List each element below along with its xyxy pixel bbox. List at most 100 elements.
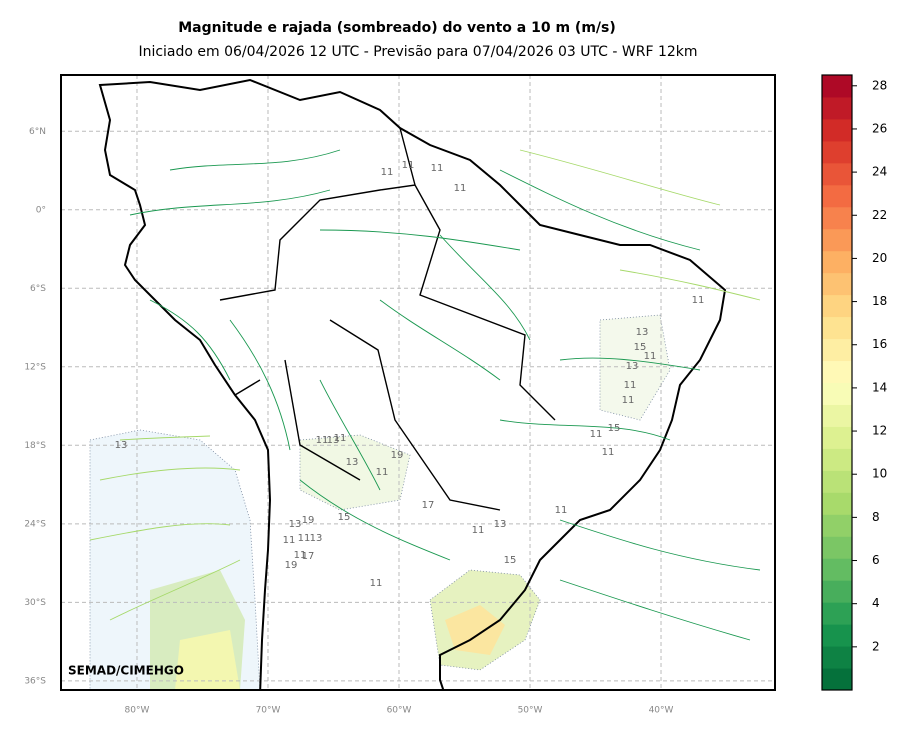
contour-label: 15 [608,423,621,434]
colorbar-tick-label: 18 [872,294,887,308]
contour-label: 11 [370,578,383,589]
contour-label: 13 [310,533,323,544]
colorbar-segment [822,668,852,691]
streamlines [129,149,761,641]
contour-label: 11 [644,351,657,362]
lat-tick-label: 36°S [24,676,46,686]
colorbar-tick-label: 14 [872,380,887,394]
colorbar-tick-label: 4 [872,596,880,610]
colorbar-segment [822,338,852,362]
contour-label: 19 [391,450,404,461]
contour-label: 15 [338,512,351,523]
lon-tick-label: 40°W [649,706,674,716]
lat-tick-label: 30°S [24,598,46,608]
lat-tick-label: 0° [36,205,46,215]
colorbar-segment [822,118,852,142]
wind-shading [599,314,671,421]
contour-label: 11 [334,433,347,444]
colorbar-segment [822,646,852,669]
wind-shading [175,630,240,690]
colorbar-segment [822,272,852,296]
colorbar-segment [822,206,852,230]
map-frame [60,74,776,691]
wind-shading [445,605,505,655]
contour-label: 13 [346,457,359,468]
colorbar-tick-label: 28 [872,78,887,92]
contour-label: 11 [602,447,615,458]
colorbar-tick-label: 12 [872,424,887,438]
contour-label: 11 [555,505,568,516]
contour-label: 13 [494,519,507,530]
contour-label: 11 [294,550,307,561]
contour-label: 15 [634,342,647,353]
contour-label: 11 [376,467,389,478]
colorbar-segment [822,294,852,318]
colorbar-segment [822,140,852,164]
colorbar-segment [822,316,852,340]
colorbar-segment [822,426,852,449]
lat-tick-label: 6°S [30,284,46,294]
colorbar-segment [822,470,852,493]
colorbar-segment [822,448,852,471]
colorbar-tick-label: 2 [872,639,880,653]
colorbar-segment [822,360,852,383]
contour-label: 11 [316,435,329,446]
contour-label: 13 [327,435,340,446]
colorbar-frame [821,74,853,691]
contour-label: 11 [402,160,415,171]
contour-label: 17 [422,500,435,511]
contour-label: 13 [289,519,302,530]
colorbar-segment [822,536,852,559]
colorbar-tick-label: 20 [872,251,887,265]
colorbar-segment [822,492,852,515]
colorbar-segment [822,96,852,120]
lon-tick-label: 80°W [125,706,150,716]
colorbar-segment [822,228,852,252]
lon-tick-label: 50°W [518,706,543,716]
contour-label: 11 [472,525,485,536]
colorbar-segment [822,184,852,208]
lat-tick-label: 12°S [24,362,46,372]
subtitle: Iniciado em 06/04/2026 12 UTC - Previsão… [138,44,697,60]
colorbar-segment [822,558,852,581]
borders [219,127,556,511]
lat-tick-label: 6°N [29,127,46,137]
contour-label: 11 [381,167,394,178]
colorbar-tick-label: 6 [872,553,880,567]
contour-label: 15 [504,555,517,566]
colorbar-tick-label: 26 [872,121,887,135]
colorbar-segment [822,514,852,537]
colorbar-tick-label: 16 [872,337,887,351]
lon-tick-label: 70°W [256,706,281,716]
contour-label: 13 [115,440,128,451]
contour-label: 19 [302,515,315,526]
colorbar-tick-label: 8 [872,510,880,524]
contour-label: 11 [624,380,637,391]
contour-label: 11 [454,183,467,194]
lat-tick-label: 18°S [24,441,46,451]
colorbar-tick-label: 10 [872,467,887,481]
colorbar-segment [822,404,852,427]
contour-label: 19 [285,560,298,571]
coastline [98,78,727,690]
colorbar-segment [822,602,852,625]
contour-label: 17 [302,551,315,562]
lat-tick-label: 24°S [24,519,46,529]
contour-label: 11 [298,533,311,544]
colorbar-segment [822,250,852,274]
colorbar-tick-label: 22 [872,208,887,222]
contour-label: 11 [590,429,603,440]
colorbar-segment [822,382,852,405]
lon-tick-label: 60°W [387,706,412,716]
contour-label: 13 [636,327,649,338]
contour-label: 11 [622,395,635,406]
credit: SEMAD/CIMEHGO [68,664,184,678]
colorbar-segment [822,580,852,603]
contour-label: 11 [692,295,705,306]
contour-label: 13 [626,361,639,372]
colorbar-segment [822,162,852,186]
title: Magnitude e rajada (sombreado) do vento … [178,20,616,36]
colorbar-segment [822,624,852,647]
colorbar-tick-label: 24 [872,165,887,179]
